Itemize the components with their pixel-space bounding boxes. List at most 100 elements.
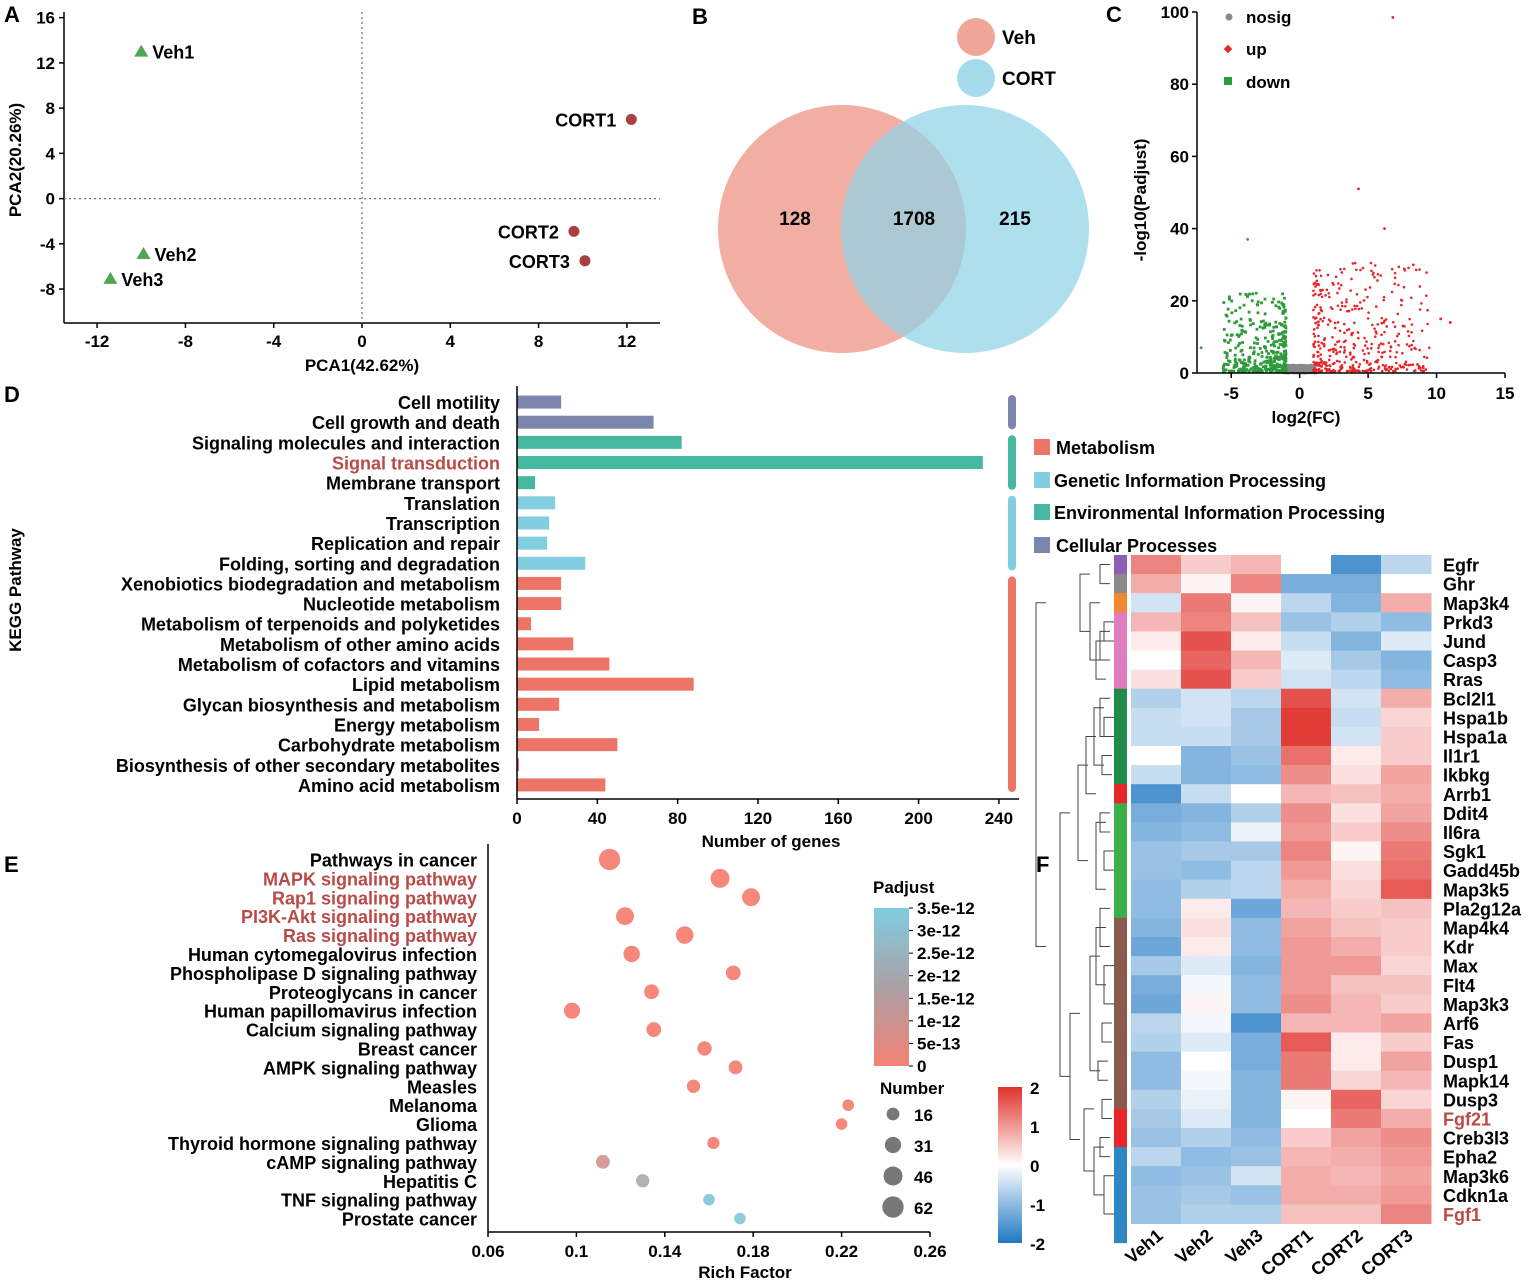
volcano-point-up xyxy=(1359,268,1362,272)
heatmap-cell xyxy=(1331,612,1382,632)
kegg-bar xyxy=(517,556,586,570)
volcano-point-down xyxy=(1238,292,1242,296)
volcano-point-up xyxy=(1353,304,1356,308)
venn-legend-veh-swatch xyxy=(957,18,995,56)
volcano-point-up xyxy=(1337,339,1341,343)
volcano-point-down xyxy=(1265,355,1269,359)
heatmap-row-label: Map3k4 xyxy=(1443,594,1509,614)
heatmap-column-label: CORT3 xyxy=(1357,1225,1417,1280)
kegg-category-label: Metabolism of cofactors and vitamins xyxy=(178,655,500,675)
volcano-point-up xyxy=(1331,347,1334,351)
kegg-x-tick-label: 240 xyxy=(985,809,1013,828)
number-legend-label: 31 xyxy=(914,1137,933,1156)
volcano-point-down xyxy=(1227,359,1230,363)
kegg-bar xyxy=(517,717,540,731)
volcano-point-down xyxy=(1257,369,1261,373)
volcano-point-nosig xyxy=(1288,364,1292,367)
heatmap-cell xyxy=(1231,784,1282,804)
volcano-point-up xyxy=(1426,322,1429,326)
heatmap-cell xyxy=(1231,994,1282,1014)
volcano-point-up xyxy=(1373,335,1377,338)
volcano-point-up xyxy=(1319,357,1322,361)
pca-x-tick-label: -8 xyxy=(178,332,193,351)
volcano-point-up xyxy=(1358,301,1362,304)
volcano-point-up xyxy=(1366,295,1369,299)
venn-legend-cort-label: CORT xyxy=(1002,69,1056,90)
volcano-point-up xyxy=(1334,343,1337,346)
volcano-y-label: -log10(Padjust) xyxy=(1131,139,1150,262)
venn-diagram: Veh CORT 128 1708 215 xyxy=(718,18,1089,353)
heatmap-cell xyxy=(1281,650,1332,671)
volcano-point-up xyxy=(1348,365,1352,369)
volcano-point-down xyxy=(1284,340,1288,343)
volcano-point-up xyxy=(1396,312,1400,316)
pca-point-cort xyxy=(579,255,591,267)
heatmap-row-label: Dusp1 xyxy=(1443,1052,1498,1072)
heatmap-row-label: Fas xyxy=(1443,1033,1474,1053)
volcano-chart: log2(FC) -log10(Padjust) nosig up down -… xyxy=(1131,3,1514,427)
volcano-point-down xyxy=(1256,303,1259,307)
volcano-point-up xyxy=(1316,320,1320,324)
bubble-x-tick-label: 0.22 xyxy=(825,1242,858,1261)
heatmap-cell xyxy=(1231,1128,1282,1148)
heatmap-cell xyxy=(1331,765,1382,785)
heatmap-cell xyxy=(1331,898,1382,919)
kegg-legend-environmental-swatch xyxy=(1034,504,1050,520)
volcano-y-tick-label: 40 xyxy=(1170,220,1189,239)
volcano-point-up xyxy=(1405,368,1409,371)
volcano-point-down xyxy=(1268,356,1272,359)
heatmap-cell xyxy=(1381,650,1432,671)
volcano-point-up xyxy=(1339,283,1343,287)
volcano-point-up xyxy=(1350,308,1354,311)
heatmap-cell xyxy=(1131,1108,1182,1129)
volcano-point-down xyxy=(1235,364,1239,368)
volcano-point-down xyxy=(1225,333,1229,337)
volcano-point-up xyxy=(1334,348,1338,352)
heatmap-cell xyxy=(1181,822,1232,842)
heatmap-row-label: Map3k6 xyxy=(1443,1167,1509,1187)
volcano-point-up xyxy=(1312,289,1315,293)
heatmap-cell xyxy=(1331,1108,1382,1129)
volcano-point-down xyxy=(1278,342,1282,346)
volcano-point-up xyxy=(1397,265,1401,269)
volcano-point-nosig xyxy=(1295,367,1298,371)
volcano-point-down xyxy=(1278,338,1281,342)
volcano-point-down xyxy=(1282,311,1286,315)
heatmap-cell xyxy=(1231,975,1282,995)
bubble-category-label: Proteoglycans in cancer xyxy=(269,983,477,1003)
volcano-point-down xyxy=(1249,346,1252,350)
heatmap-cell xyxy=(1181,1089,1232,1110)
heatmap-cell xyxy=(1281,784,1332,804)
volcano-point-up xyxy=(1340,367,1343,370)
volcano-point-up xyxy=(1361,349,1365,352)
volcano-point-up xyxy=(1322,316,1326,320)
kegg-category-label: Metabolism of terpenoids and polyketides xyxy=(141,615,500,635)
kegg-category-label: Nucleotide metabolism xyxy=(303,595,500,615)
volcano-point-down xyxy=(1281,292,1284,296)
heatmap-row-label: Epha2 xyxy=(1443,1148,1497,1168)
bubble-category-label: Pathways in cancer xyxy=(310,850,477,870)
volcano-point-down xyxy=(1242,358,1246,362)
volcano-point-up xyxy=(1317,293,1321,297)
volcano-point-up xyxy=(1380,321,1384,325)
heatmap-cell xyxy=(1231,1185,1282,1205)
volcano-point-up xyxy=(1366,347,1369,350)
volcano-point-up xyxy=(1399,365,1403,369)
volcano-point-up xyxy=(1317,311,1321,315)
padjust-tick-label: 1e-12 xyxy=(917,1012,960,1031)
heatmap-cell xyxy=(1131,1032,1182,1053)
volcano-point-down xyxy=(1277,365,1280,369)
bubble-category-label: Thyroid hormone signaling pathway xyxy=(168,1134,477,1154)
bubble-category-label: TNF signaling pathway xyxy=(281,1191,477,1211)
volcano-point-down xyxy=(1284,357,1288,360)
heatmap-cell xyxy=(1281,879,1332,900)
volcano-point-down xyxy=(1244,368,1248,372)
volcano-point-up xyxy=(1319,353,1323,356)
volcano-point-down xyxy=(1235,333,1239,337)
heatmap-cell xyxy=(1231,765,1282,785)
volcano-point-up xyxy=(1319,347,1322,350)
volcano-point-up xyxy=(1402,267,1406,271)
heatmap-cell xyxy=(1281,1204,1332,1224)
heatmap-row-label: Ikbkg xyxy=(1443,766,1490,786)
heatmap-cell xyxy=(1131,1051,1182,1072)
